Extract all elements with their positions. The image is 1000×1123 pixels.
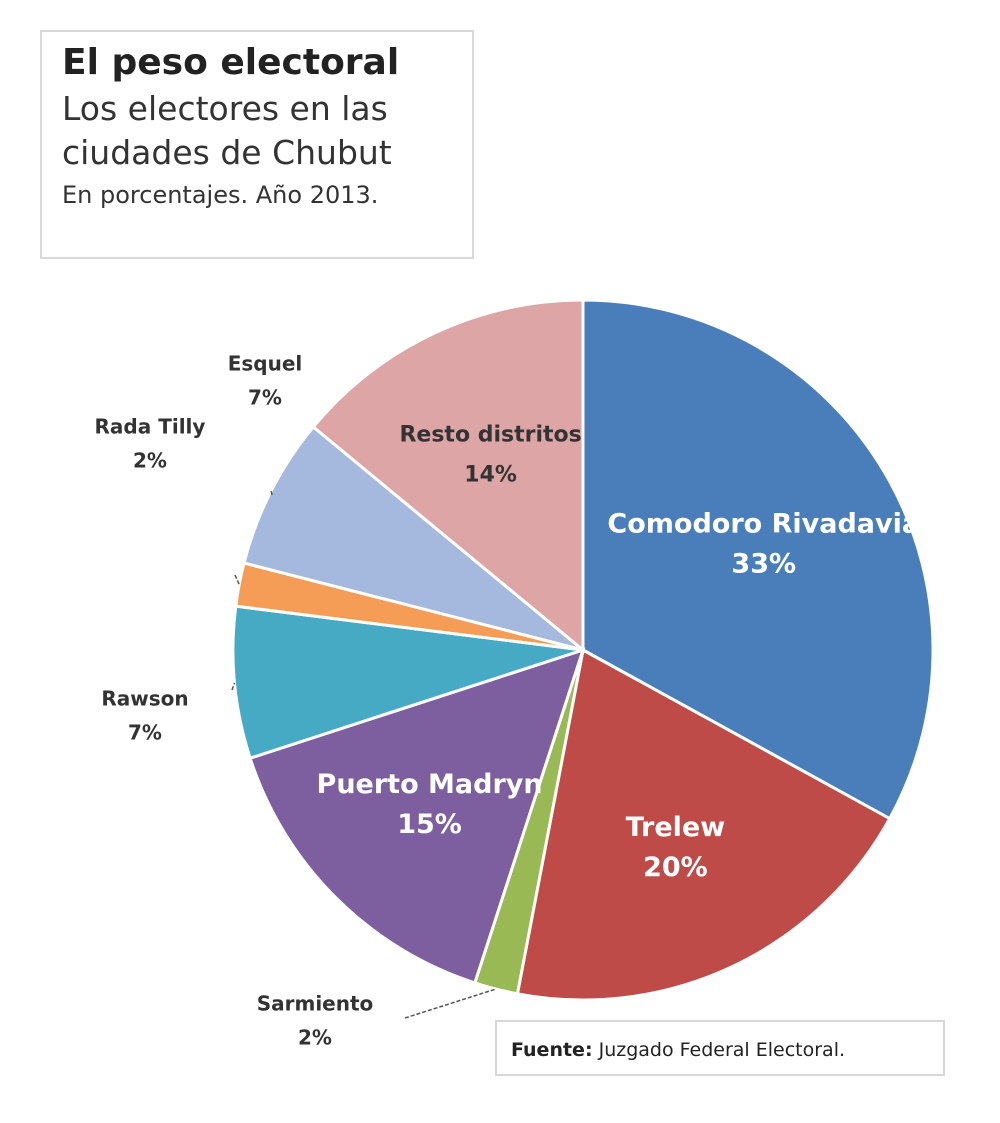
slice-value: 33% [731, 549, 796, 580]
pie-slice [515, 647, 892, 1002]
slice-value: 7% [128, 721, 162, 745]
pie-slice [231, 604, 584, 761]
slice-name: Rawson [101, 687, 188, 711]
slice-value: 2% [298, 1026, 332, 1050]
chart-note: En porcentajes. Año 2013. [62, 181, 379, 209]
pie-slice [248, 647, 586, 985]
slice-name: Sarmiento [257, 992, 374, 1016]
slice-value: 15% [397, 809, 462, 840]
pie-slice [581, 298, 935, 821]
title-box: El peso electoral Los electores en las c… [40, 30, 474, 259]
leader-line [270, 490, 273, 496]
pie-slice [311, 298, 585, 654]
leader-line [234, 574, 240, 585]
slice-name: Comodoro Rivadavia [607, 509, 920, 540]
source: Juzgado Federal Electoral. [598, 1039, 846, 1061]
slice-name: Esquel [228, 352, 303, 376]
leader-line [231, 682, 236, 691]
slice-name: Rada Tilly [95, 415, 206, 439]
chart-title: El peso electoral [62, 42, 400, 83]
slice-name: Puerto Madryn [317, 769, 543, 800]
slice-value: 20% [643, 852, 708, 883]
leader-line [404, 988, 497, 1019]
source-label: Fuente: [511, 1039, 593, 1061]
slice-name: Trelew [626, 812, 726, 843]
source-box: Fuente: Juzgado Federal Electoral. [495, 1020, 945, 1076]
chart-subtitle: Los electores en las ciudades de Chubut [62, 89, 392, 172]
slice-name: Resto distritos [399, 423, 581, 448]
slice-value: 14% [464, 463, 517, 488]
slice-value: 2% [133, 449, 167, 473]
slice-value: 7% [248, 386, 282, 410]
